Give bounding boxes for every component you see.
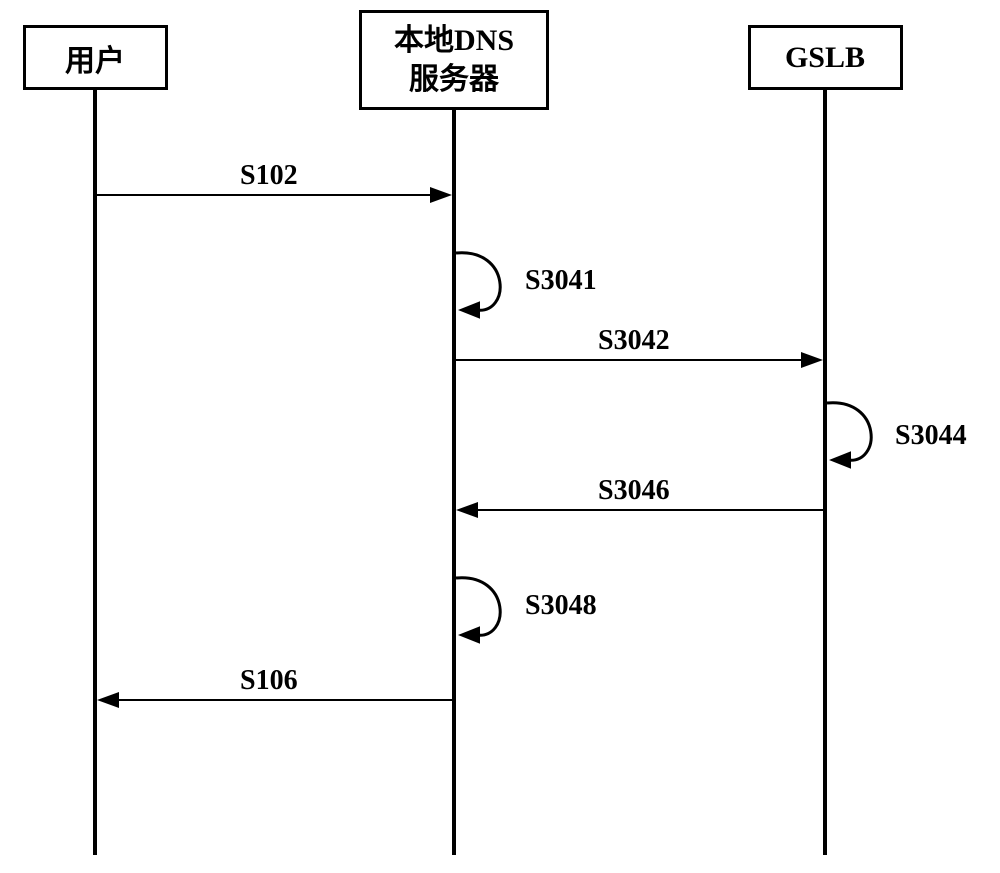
actor-label-line2: 服务器 [409,60,499,99]
message-arrowhead-s106 [97,692,119,708]
message-line-s102 [97,194,430,196]
message-arrowhead-s102 [430,187,452,203]
message-line-s3042 [456,359,801,361]
message-label-s3042: S3042 [598,325,670,357]
self-message-s3048 [456,570,541,660]
actor-dns: 本地DNS服务器 [359,10,549,110]
message-line-s3046 [478,509,823,511]
actor-label: 用户 [65,36,125,80]
message-label-s3046: S3046 [598,475,670,507]
lifeline-dns [452,110,456,855]
message-line-s106 [119,699,452,701]
message-arrowhead-s3042 [801,352,823,368]
actor-label: GSLB [785,41,865,75]
message-arrowhead-s3046 [456,502,478,518]
actor-label-line1: 本地DNS [394,21,514,60]
message-label-s102: S102 [240,160,298,192]
actor-gslb: GSLB [748,25,903,90]
self-message-s3041 [456,245,541,335]
self-message-s3044 [827,395,912,485]
message-label-s106: S106 [240,665,298,697]
actor-user: 用户 [23,25,168,90]
lifeline-user [93,90,97,855]
